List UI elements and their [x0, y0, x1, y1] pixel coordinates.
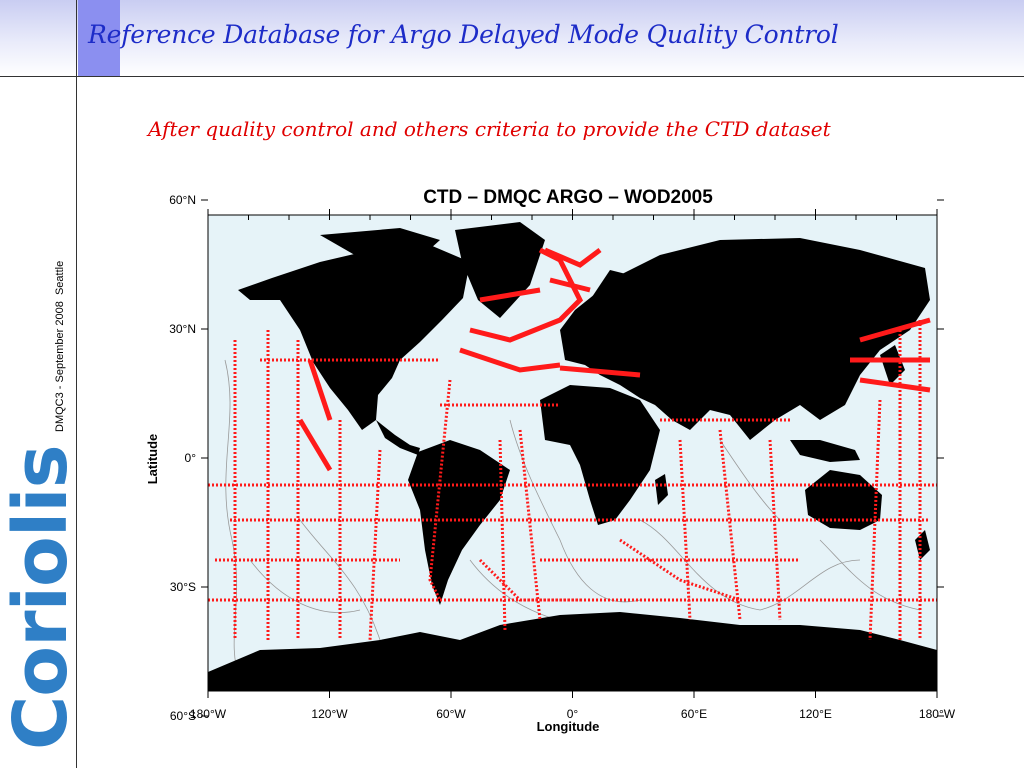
madagascar: [655, 474, 668, 505]
station-track: [428, 379, 452, 601]
x-axis-label: Longitude: [537, 719, 600, 734]
north-pacific-stations: [850, 317, 931, 393]
indonesia: [790, 440, 860, 462]
central-america: [376, 420, 420, 455]
map-title: CTD – DMQC ARGO – WOD2005: [423, 187, 713, 208]
x-tick-label: 120°E: [799, 707, 832, 721]
africa: [540, 385, 660, 525]
scandinavia: [590, 270, 630, 320]
y-tick-label: 60°S: [170, 709, 196, 723]
x-tick-label: 180°W: [919, 707, 956, 721]
antarctica: [208, 612, 937, 691]
station-track: [478, 558, 580, 602]
eurasia: [560, 238, 930, 440]
slide-title: Reference Database for Argo Delayed Mode…: [88, 20, 839, 49]
x-tick-label: 180°W: [190, 707, 227, 721]
header-accent-block: [78, 0, 120, 76]
land-masses: [208, 222, 937, 691]
nordic-seas-stations: [544, 247, 602, 293]
canadian-arctic-islands: [320, 228, 440, 258]
map-axes: 180°W 120°W 60°W 0° 60°E 120°E 180°W 60°N 30°N 0°…: [169, 193, 956, 723]
mediterranean-stations: [559, 365, 641, 378]
y-tick-label: 60°N: [169, 193, 196, 207]
north-atlantic-stations: [459, 247, 584, 373]
station-track: [868, 399, 882, 641]
y-tick-label: 30°N: [169, 322, 196, 336]
x-tick-label: 60°W: [436, 707, 466, 721]
slide-subtitle: After quality control and others criteri…: [148, 117, 831, 141]
station-track: [619, 538, 741, 602]
x-tick-label: 60°E: [681, 707, 707, 721]
north-america: [238, 245, 470, 430]
x-tick-label: 0°: [567, 707, 579, 721]
header-divider: [0, 76, 1024, 77]
x-tick-label: 120°W: [311, 707, 348, 721]
sidebar-divider: [76, 0, 77, 768]
east-pacific-stations: [297, 359, 333, 472]
greenland: [455, 222, 545, 318]
dense-station-areas: [297, 247, 931, 472]
y-tick-label: 0°: [185, 451, 197, 465]
south-america: [408, 440, 510, 605]
y-tick-label: 30°S: [170, 580, 196, 594]
ctd-station-tracks: [208, 320, 937, 641]
y-axis-label: Latitude: [145, 434, 160, 485]
header-band: [0, 0, 1024, 76]
